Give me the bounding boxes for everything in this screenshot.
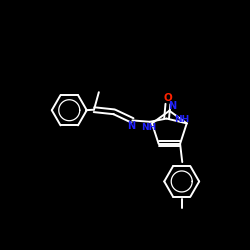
Text: O: O (164, 93, 172, 103)
Text: N: N (128, 121, 136, 131)
Text: NH: NH (142, 123, 157, 132)
Text: NH: NH (174, 115, 190, 124)
Text: N: N (168, 102, 177, 112)
